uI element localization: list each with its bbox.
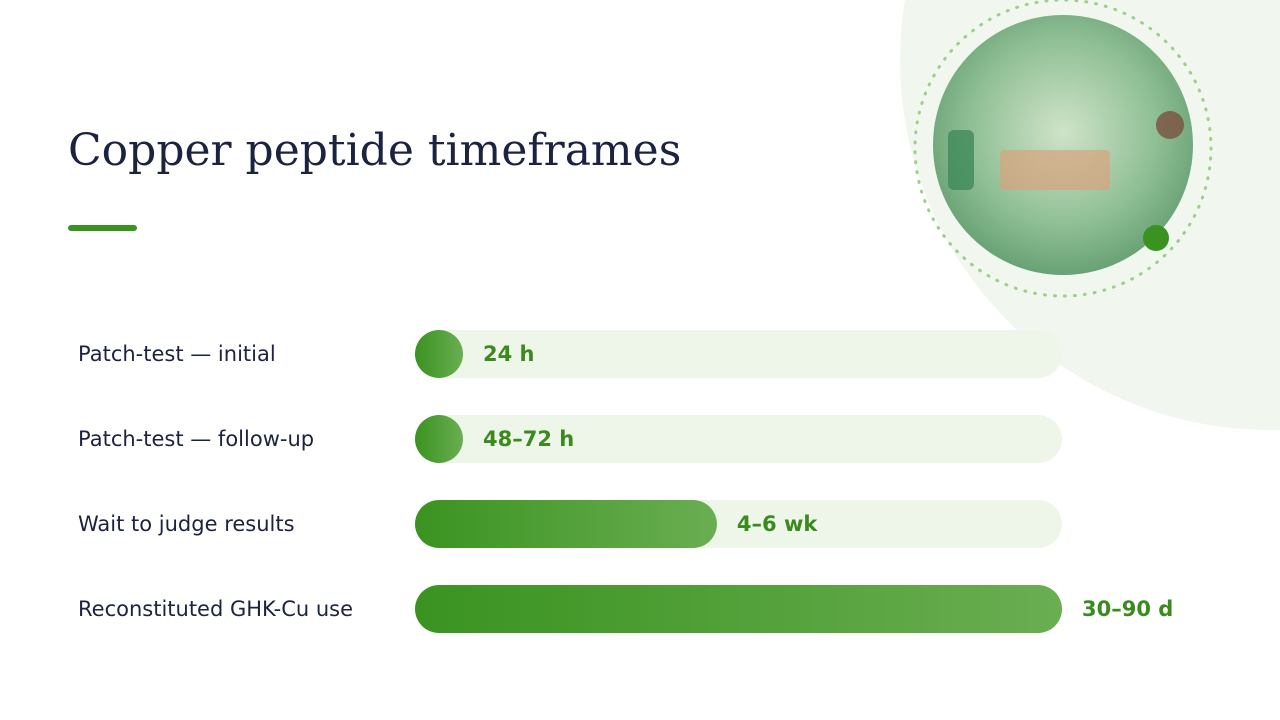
bar — [415, 500, 717, 548]
category-label: Patch-test — follow-up — [78, 427, 314, 451]
value-label: 30–90 d — [1082, 597, 1173, 621]
category-label: Reconstituted GHK-Cu use — [78, 597, 353, 621]
bar — [415, 415, 463, 463]
accent-dot — [1143, 225, 1169, 251]
chart-title: Copper peptide timeframes — [68, 125, 681, 176]
bar-track — [415, 330, 1062, 378]
image-layers — [1000, 150, 1110, 190]
category-label: Patch-test — initial — [78, 342, 276, 366]
bar — [415, 585, 1062, 633]
bar — [415, 330, 463, 378]
image-bottle — [948, 130, 974, 190]
value-label: 4–6 wk — [737, 512, 818, 536]
image-figure — [1156, 111, 1184, 139]
bar-track — [415, 415, 1062, 463]
category-label: Wait to judge results — [78, 512, 295, 536]
dotted-ring — [913, 0, 1213, 298]
value-label: 48–72 h — [483, 427, 574, 451]
hero-image — [933, 15, 1193, 275]
title-underline — [68, 225, 137, 231]
value-label: 24 h — [483, 342, 535, 366]
